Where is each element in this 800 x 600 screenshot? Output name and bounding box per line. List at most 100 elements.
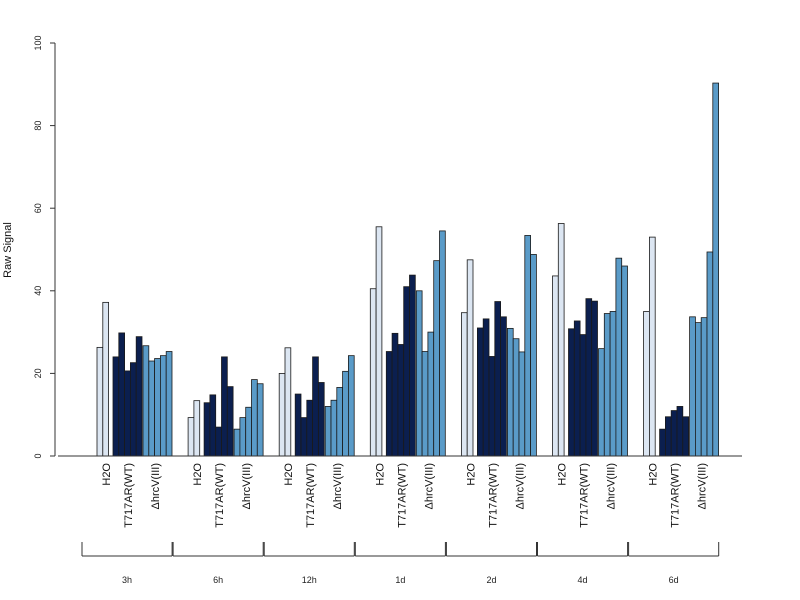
bar [557, 223, 565, 457]
y-axis-label: Raw Signal [2, 222, 14, 278]
condition-label: H2O [101, 463, 113, 486]
condition-label: T717AR(WT) [396, 463, 408, 528]
bar [102, 301, 110, 457]
bar [209, 394, 217, 457]
bar [670, 410, 678, 457]
condition-label: ΔhrcV(III) [150, 463, 162, 509]
bar [649, 236, 656, 457]
bar [278, 372, 286, 457]
bar [124, 370, 131, 457]
bar [347, 355, 355, 457]
group-label: 2d [486, 575, 496, 585]
bar [598, 348, 605, 457]
condition-label: H2O [648, 463, 660, 486]
bar [518, 351, 526, 457]
y-tick-label: 100 [33, 35, 43, 50]
condition-label: T717AR(WT) [670, 463, 682, 528]
bar [403, 286, 410, 457]
bar [187, 417, 195, 457]
bar [603, 313, 611, 457]
bar [609, 311, 617, 457]
y-tick-label: 80 [33, 121, 43, 131]
group-label: 4d [578, 575, 588, 585]
bar [112, 356, 120, 457]
group-brackets: 3h 6h 12h 1d 2d 4d 6d [81, 542, 720, 585]
bar [689, 316, 696, 457]
bar [585, 298, 593, 457]
bar [294, 393, 302, 457]
bar [439, 230, 446, 457]
bars [96, 82, 719, 457]
condition-label: ΔhrcV(III) [697, 463, 709, 509]
bar [284, 347, 292, 457]
bar [466, 259, 474, 457]
condition-label: T717AR(WT) [214, 463, 226, 528]
bar [579, 334, 587, 457]
bar [700, 317, 708, 457]
bar [695, 322, 702, 457]
bar [135, 336, 143, 457]
bar [391, 332, 399, 457]
bar [476, 327, 484, 457]
bar [460, 312, 468, 457]
bar [552, 275, 559, 457]
bar [421, 351, 429, 457]
condition-label: H2O [374, 463, 386, 486]
group-label: 3h [122, 575, 132, 585]
bar [659, 428, 666, 457]
y-tick-label: 60 [33, 203, 43, 213]
bar [712, 82, 719, 457]
bar [312, 356, 319, 457]
bar [375, 226, 383, 457]
condition-label: T717AR(WT) [305, 463, 317, 528]
bar [488, 356, 496, 457]
condition-label: ΔhrcV(III) [332, 463, 344, 509]
condition-label: ΔhrcV(III) [514, 463, 526, 509]
bar [482, 318, 490, 457]
bar [665, 416, 672, 457]
bar [193, 400, 201, 457]
bar [643, 311, 650, 457]
bar [336, 387, 343, 457]
bar [530, 254, 537, 457]
condition-label: H2O [192, 463, 204, 486]
bar [203, 402, 211, 457]
group-label: 12h [302, 575, 317, 585]
bar [300, 417, 308, 457]
bar [591, 300, 598, 457]
bar [118, 332, 126, 457]
bar [159, 355, 167, 457]
bar [165, 351, 173, 457]
bar [226, 386, 234, 457]
bar [369, 288, 377, 457]
bar [427, 331, 435, 457]
bar [233, 428, 241, 457]
condition-label: T717AR(WT) [579, 463, 591, 528]
condition-label: H2O [557, 463, 569, 486]
bar [621, 265, 628, 457]
bar [524, 235, 531, 457]
condition-label: ΔhrcV(III) [606, 463, 618, 509]
y-axis: 0 20 40 60 80 100 [33, 35, 56, 459]
bar [706, 251, 714, 457]
bar [676, 406, 684, 457]
bar [306, 399, 313, 457]
group-label: 6d [669, 575, 679, 585]
condition-label: ΔhrcV(III) [423, 463, 435, 509]
bar [215, 426, 222, 457]
bar [512, 338, 520, 457]
bar [433, 260, 440, 457]
bar [148, 360, 156, 457]
bar [256, 383, 264, 457]
bar [251, 379, 258, 457]
group-label: 6h [213, 575, 223, 585]
bar [142, 345, 150, 457]
bar [324, 406, 332, 457]
bar [245, 406, 252, 457]
bar [239, 417, 247, 457]
bar [129, 362, 137, 457]
bar [415, 290, 423, 457]
bar [154, 358, 161, 457]
bar [500, 316, 507, 457]
y-tick-label: 40 [33, 286, 43, 296]
